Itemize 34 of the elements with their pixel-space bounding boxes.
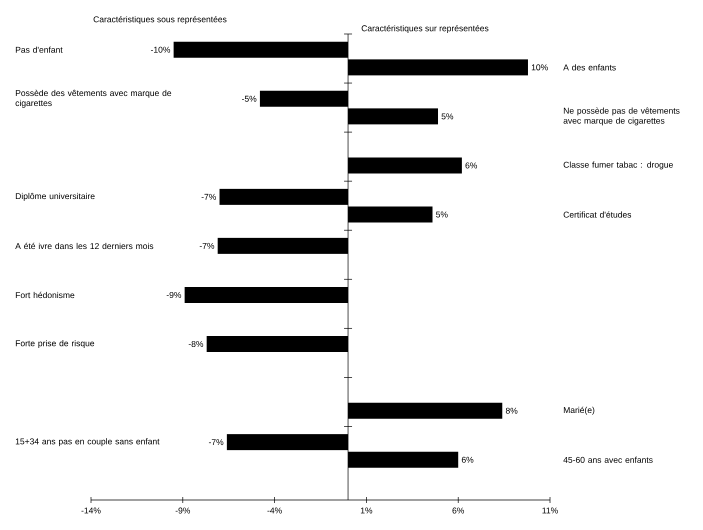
legend-label: Caractéristiques sur représentées bbox=[362, 24, 488, 33]
data-label: 8% bbox=[506, 408, 518, 414]
data-label: -5% bbox=[242, 96, 256, 102]
data-label: 6% bbox=[462, 456, 474, 463]
x-tick-label: 11% bbox=[542, 508, 558, 514]
data-label: -7% bbox=[202, 194, 216, 200]
data-label: 5% bbox=[442, 113, 454, 120]
data-label: -10% bbox=[150, 46, 170, 53]
y-tick-label: Pas d'enfant bbox=[16, 46, 63, 53]
y-tick-label: A été ivre dans les 12 derniers mois bbox=[15, 242, 154, 250]
y-tick-label: Forte prise de risque bbox=[16, 340, 94, 348]
data-label: 6% bbox=[466, 162, 478, 168]
text: Marié(e) bbox=[564, 406, 594, 415]
text: Certificat d'études bbox=[564, 211, 632, 218]
x-tick-label: -9% bbox=[176, 508, 190, 514]
y-tick-label: 15+34 ans pas en couple sans enfant bbox=[16, 438, 160, 446]
text: 45-60 ans avec enfants bbox=[563, 456, 653, 463]
data-label: -7% bbox=[208, 439, 224, 446]
text: Caractéristiques sous représentées bbox=[94, 16, 227, 24]
data-label: -8% bbox=[188, 341, 204, 348]
y-tick-label: Possède des vêtements avec marque de cigarettes bbox=[16, 90, 172, 108]
text: A des enfants bbox=[563, 64, 616, 70]
data-label: -9% bbox=[166, 292, 182, 298]
x-tick-label: 1% bbox=[360, 508, 372, 514]
data-label: 5% bbox=[436, 212, 448, 218]
text: Ne possède pas de vêtements avec marque de cigarettes bbox=[564, 107, 680, 126]
data-label: 10% bbox=[532, 64, 548, 70]
text: Classe fumer tabac : drogue bbox=[564, 161, 673, 170]
data-label: -7% bbox=[200, 242, 214, 249]
y-tick-label: Diplôme universitaire bbox=[16, 192, 95, 201]
y-tick-label: Fort hédonisme bbox=[16, 292, 74, 298]
x-tick-label: 6% bbox=[452, 508, 464, 514]
x-tick-label: -14% bbox=[81, 508, 101, 514]
x-tick-label: -4% bbox=[267, 508, 282, 514]
